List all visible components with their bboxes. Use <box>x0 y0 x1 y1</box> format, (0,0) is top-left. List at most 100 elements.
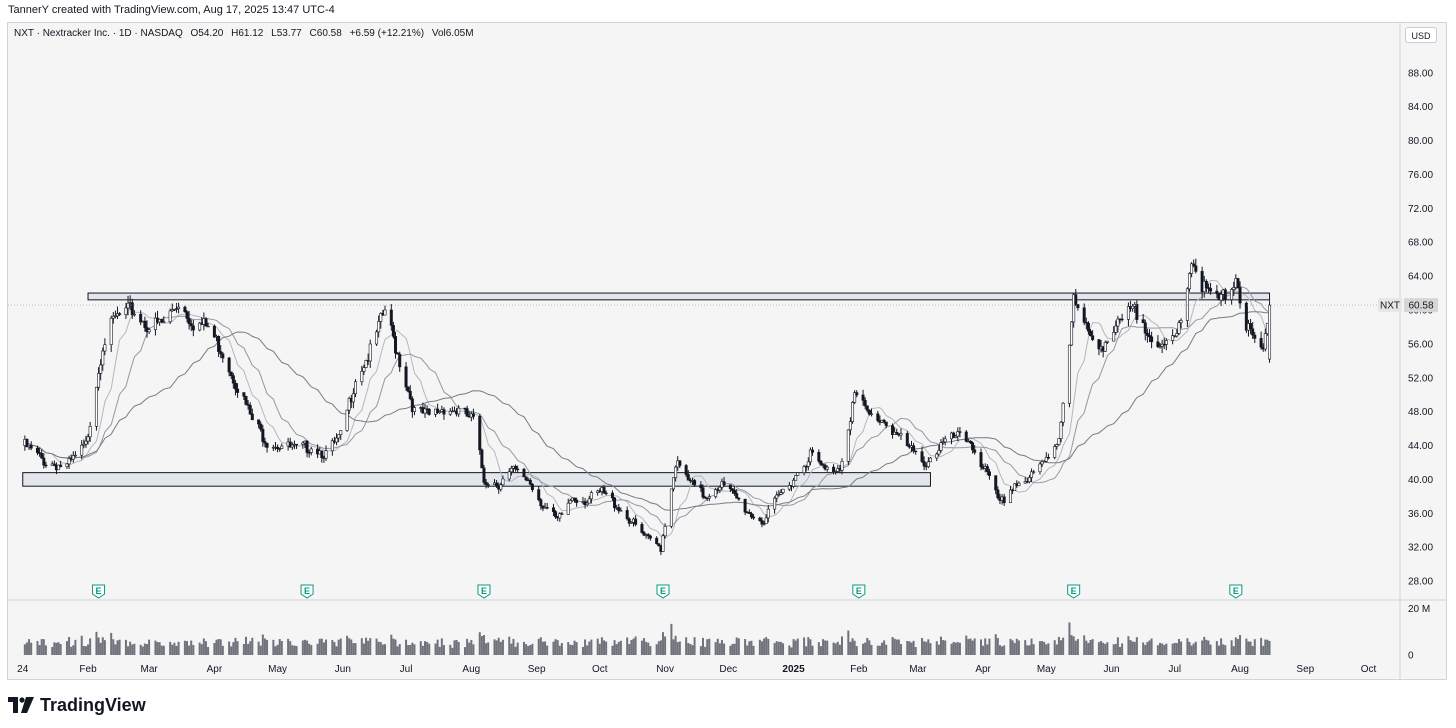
candles <box>23 258 1272 556</box>
volume-bar <box>980 639 982 655</box>
candle-body <box>722 481 726 486</box>
candle-body <box>714 489 718 497</box>
earnings-marker: E <box>656 584 670 599</box>
volume-bar <box>1234 637 1237 655</box>
candle-body <box>396 352 400 355</box>
candle-body <box>655 537 659 544</box>
volume-bar <box>1060 640 1063 655</box>
earnings-label: E <box>856 586 862 596</box>
candle-body <box>684 465 688 475</box>
candle-body <box>1249 323 1253 330</box>
earnings-label: E <box>1233 586 1239 596</box>
candle-body <box>65 463 69 467</box>
volume-bar <box>1106 642 1109 655</box>
volume-bar <box>1053 640 1056 655</box>
volume-bar <box>110 632 113 655</box>
volume-bar <box>1156 645 1159 655</box>
candle-body <box>855 392 859 396</box>
volume-bar <box>910 642 913 655</box>
candle-body <box>1013 483 1017 491</box>
candle-body <box>928 457 932 463</box>
volume-bar <box>885 644 888 655</box>
candle-body <box>1097 339 1101 350</box>
volume-bar <box>973 638 976 655</box>
volume-bar <box>1232 646 1235 655</box>
candle-body <box>1057 438 1061 445</box>
volume-bar <box>575 642 578 655</box>
candle-body <box>143 320 147 328</box>
volume-bar <box>1055 644 1058 655</box>
volume-bar <box>1070 635 1073 655</box>
volume-bar <box>735 637 738 655</box>
volume-bar <box>670 623 673 655</box>
volume-bar <box>760 641 763 655</box>
candle-body <box>585 502 589 505</box>
candle-body <box>198 322 202 331</box>
volume-bar <box>704 646 707 655</box>
candle-body <box>507 471 511 480</box>
volume-bar <box>702 637 704 655</box>
volume-bar <box>72 645 75 655</box>
candle-body <box>1055 444 1059 447</box>
currency-button[interactable]: USD <box>1405 27 1437 43</box>
candle-body <box>1244 302 1248 331</box>
volume-bar <box>331 640 334 655</box>
volume-bar <box>112 639 115 655</box>
candle-body <box>1053 446 1057 458</box>
candle-body <box>625 510 629 520</box>
volume-bar <box>1089 639 1092 655</box>
volume-bar <box>554 639 557 655</box>
candle-body <box>627 518 631 524</box>
volume-bar <box>1148 640 1151 655</box>
volume-bar <box>383 644 386 655</box>
candle-body <box>701 487 705 498</box>
volume-bar <box>1127 636 1130 655</box>
candle-body <box>1156 341 1160 347</box>
volume-bar <box>428 643 431 655</box>
candle-body <box>796 472 800 476</box>
candle-body <box>124 307 128 315</box>
volume-bar <box>346 635 349 655</box>
candle-body <box>103 344 107 352</box>
volume-bar <box>169 641 172 655</box>
candle-body <box>914 450 918 453</box>
volume-bar <box>160 645 163 655</box>
candle-body <box>263 441 267 444</box>
candle-body <box>899 433 903 436</box>
volume-bar <box>803 637 806 655</box>
volume-bar <box>912 640 915 655</box>
candle-body <box>707 496 711 499</box>
tradingview-logo[interactable]: TradingView <box>8 692 146 718</box>
volume-bar <box>30 642 33 655</box>
volume-bar <box>1026 645 1029 655</box>
price-tag-ticker-bg <box>1378 298 1402 313</box>
volume-bar <box>350 639 353 655</box>
volume-bar <box>291 645 294 655</box>
candle-body <box>1067 344 1071 404</box>
volume-bar <box>1188 641 1191 655</box>
candle-body <box>187 318 191 324</box>
candle-body <box>1143 322 1147 334</box>
candle-body <box>554 511 558 518</box>
candle-body <box>82 443 86 446</box>
candle-body <box>118 313 122 315</box>
price-tag-value-bg <box>1404 298 1438 313</box>
support-zone <box>22 472 931 487</box>
volume-bar <box>1017 640 1020 655</box>
candle-body <box>471 413 475 417</box>
volume-bar <box>939 636 942 655</box>
candle-body <box>1070 321 1074 346</box>
volume-bar <box>23 644 26 655</box>
volume-bar <box>952 641 955 655</box>
volume-bar <box>779 641 782 655</box>
price-tick-label: 48.00 <box>1408 407 1433 418</box>
candle-body <box>979 452 983 468</box>
volume-bar <box>687 643 690 655</box>
candle-body <box>1145 332 1149 336</box>
volume-bar <box>731 644 734 655</box>
candle-body <box>819 460 823 465</box>
candle-body <box>484 482 488 485</box>
volume-bar <box>495 640 498 655</box>
chart-area[interactable] <box>7 22 1447 680</box>
